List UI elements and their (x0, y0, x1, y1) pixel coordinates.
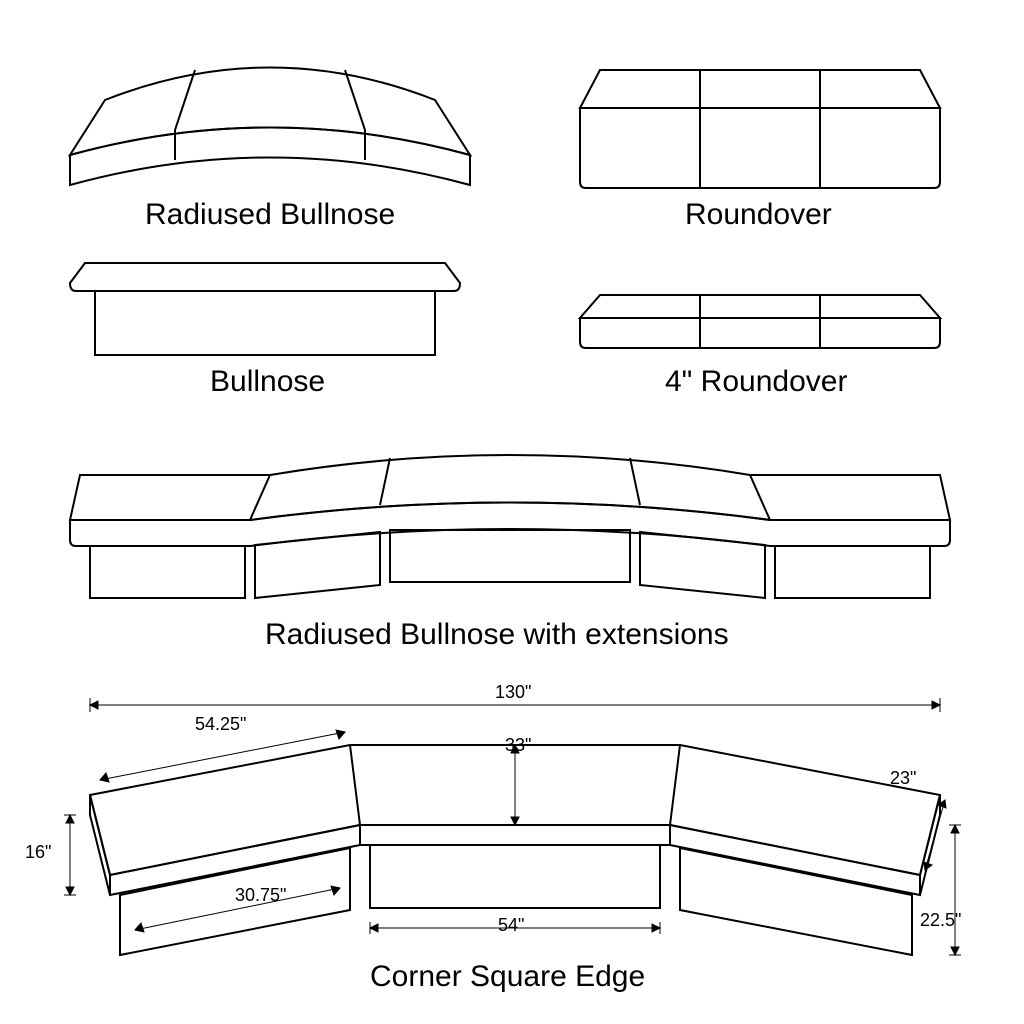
bullnose-figure (70, 255, 460, 360)
dim-3075: 30.75" (235, 885, 286, 906)
radiused-bullnose-figure (70, 30, 470, 190)
roundover-label: Roundover (685, 198, 832, 232)
radiused-ext-figure (70, 430, 950, 600)
radiused-bullnose-label: Radiused Bullnose (145, 198, 395, 232)
dim-130: 130" (495, 682, 531, 703)
four-roundover-figure (580, 290, 940, 350)
radiused-ext-label: Radiused Bullnose with extensions (265, 618, 729, 652)
dim-225: 22.5" (920, 910, 961, 931)
corner-square-label: Corner Square Edge (370, 960, 645, 994)
diagram-container: { "stroke_color": "#000000", "stroke_wid… (20, 20, 1004, 1004)
roundover-figure (580, 60, 940, 190)
four-roundover-label: 4" Roundover (665, 365, 847, 399)
dim-23: 23" (890, 768, 916, 789)
corner-square-figure (50, 680, 980, 940)
dim-54: 54" (498, 915, 524, 936)
dim-16: 16" (25, 842, 51, 863)
bullnose-label: Bullnose (210, 365, 325, 399)
dim-5425: 54.25" (195, 714, 246, 735)
dim-33: 33" (505, 735, 531, 756)
